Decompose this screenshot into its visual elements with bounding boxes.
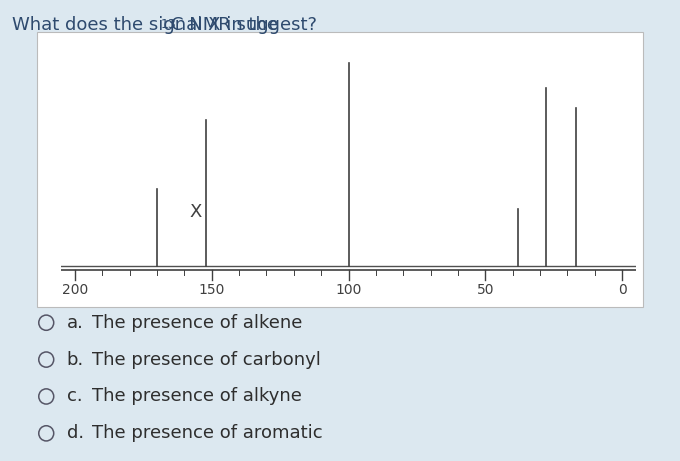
Text: X: X xyxy=(190,203,202,221)
Text: 200: 200 xyxy=(62,284,88,297)
Text: a.: a. xyxy=(67,313,84,332)
Text: What does the signal X in the: What does the signal X in the xyxy=(12,16,284,34)
Text: c.: c. xyxy=(67,387,82,406)
Text: 100: 100 xyxy=(335,284,362,297)
Text: b.: b. xyxy=(67,350,84,369)
Text: The presence of carbonyl: The presence of carbonyl xyxy=(92,350,321,369)
Text: 13: 13 xyxy=(161,18,177,31)
Text: 150: 150 xyxy=(199,284,225,297)
Text: The presence of aromatic: The presence of aromatic xyxy=(92,424,322,443)
Text: C NMR suggest?: C NMR suggest? xyxy=(171,16,317,34)
Text: d.: d. xyxy=(67,424,84,443)
Text: The presence of alkene: The presence of alkene xyxy=(92,313,302,332)
Text: 0: 0 xyxy=(617,284,626,297)
Text: 50: 50 xyxy=(477,284,494,297)
Text: The presence of alkyne: The presence of alkyne xyxy=(92,387,302,406)
